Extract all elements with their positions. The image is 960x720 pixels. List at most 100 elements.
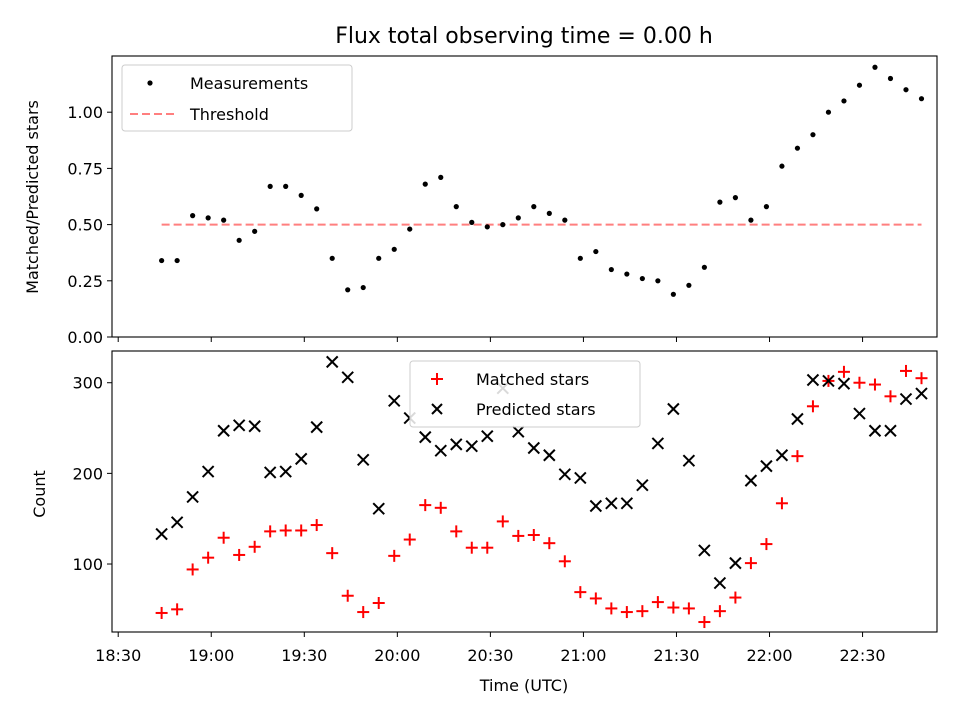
matched-stars-point xyxy=(589,592,602,605)
measurement-point xyxy=(205,215,211,221)
x-tick-label: 19:00 xyxy=(188,646,234,665)
predicted-stars-point xyxy=(868,424,882,437)
matched-stars-point xyxy=(853,376,866,389)
matched-stars-point xyxy=(729,591,742,604)
predicted-stars-point xyxy=(853,407,866,420)
measurement-point xyxy=(329,255,335,261)
matched-stars-point xyxy=(264,525,277,538)
matched-stars-point xyxy=(558,555,571,568)
measurement-point xyxy=(453,204,459,210)
predicted-stars-point xyxy=(434,444,447,457)
matched-stars-point xyxy=(295,524,308,537)
legend-plus-marker xyxy=(431,373,443,385)
measurement-point xyxy=(422,181,428,187)
chart-title: Flux total observing time = 0.00 h xyxy=(335,24,713,49)
matched-stars-point xyxy=(465,541,478,554)
predicted-stars-point xyxy=(341,371,354,384)
x-tick-label: 22:00 xyxy=(746,646,792,665)
matched-stars-point xyxy=(760,538,773,551)
matched-stars-point xyxy=(388,549,401,562)
measurement-point xyxy=(562,217,568,223)
ratio-plot-legend: Measurements Threshold xyxy=(121,64,353,132)
measurement-point xyxy=(515,215,521,221)
measurement-point xyxy=(794,145,801,151)
counts-plot-legend: Matched stars Predicted stars xyxy=(409,360,641,428)
matched-stars-point xyxy=(605,602,618,615)
matched-stars-point xyxy=(341,589,354,602)
predicted-stars-point xyxy=(310,420,323,434)
y-tick-label: 100 xyxy=(72,555,103,574)
measurement-point xyxy=(918,96,925,102)
measurement-point xyxy=(810,132,816,138)
counts-plot-y-label: Count xyxy=(30,470,49,518)
matched-stars-point xyxy=(543,537,556,550)
predicted-stars-point xyxy=(527,441,541,455)
x-tick-label: 21:00 xyxy=(560,646,606,665)
measurement-point xyxy=(887,75,894,82)
x-tick-label: 20:30 xyxy=(467,646,513,665)
predicted-stars-point xyxy=(915,387,928,400)
predicted-stars-point xyxy=(512,425,525,438)
measurement-point xyxy=(655,278,661,284)
predicted-stars-point xyxy=(589,499,603,513)
counts-plot-y-ticks: 100 200 300 xyxy=(72,374,112,574)
predicted-stars-point xyxy=(667,402,680,416)
matched-stars-point xyxy=(884,390,897,403)
matched-stars-point xyxy=(636,605,649,618)
predicted-stars-point xyxy=(574,471,587,485)
measurement-point xyxy=(283,183,289,189)
measurement-point xyxy=(546,210,552,216)
measurement-point xyxy=(903,87,909,93)
predicted-stars-point xyxy=(899,392,913,406)
matched-stars-point xyxy=(915,372,928,385)
measurement-point xyxy=(159,257,165,264)
matched-stars-point xyxy=(713,605,726,618)
predicted-stars-point xyxy=(155,527,168,541)
measurement-point xyxy=(190,213,196,219)
ratio-plot-x-ticks xyxy=(117,337,864,342)
predicted-stars-point xyxy=(325,355,339,369)
measurement-point xyxy=(779,163,785,169)
ratio-plot: 0.00 0.25 0.50 0.75 1.00 Matched/Predicted s… xyxy=(23,55,938,347)
ratio-plot-y-ticks: 0.00 0.25 0.50 0.75 1.00 xyxy=(67,103,112,347)
y-tick-label: 1.00 xyxy=(67,103,103,122)
y-tick-label: 0.25 xyxy=(67,272,103,291)
legend-label-threshold: Threshold xyxy=(189,105,269,124)
predicted-stars-point xyxy=(217,424,230,437)
matched-stars-point xyxy=(651,596,664,609)
counts-plot: 100 200 300 18:30 19:00 19:30 20:00 20:30 21:00… xyxy=(30,350,938,695)
measurement-point xyxy=(236,237,242,243)
predicted-stars-point xyxy=(605,497,618,510)
measurement-point xyxy=(856,82,863,88)
y-tick-label: 0.00 xyxy=(67,328,103,347)
y-tick-label: 0.75 xyxy=(67,159,103,178)
measurement-point xyxy=(438,174,444,180)
measurement-point xyxy=(748,217,754,223)
matched-stars-point xyxy=(868,378,881,391)
matched-stars-point xyxy=(372,596,385,609)
predicted-stars-point xyxy=(775,449,789,462)
legend-label-matched-stars: Matched stars xyxy=(476,370,589,389)
matched-stars-point xyxy=(171,603,184,616)
x-tick-label: 21:30 xyxy=(653,646,699,665)
predicted-stars-point xyxy=(651,437,665,450)
predicted-stars-point xyxy=(232,419,246,432)
measurement-point xyxy=(608,266,614,273)
measurement-point xyxy=(174,257,180,264)
measurement-point xyxy=(639,275,645,282)
matched-stars-point xyxy=(202,551,215,564)
matched-stars-point xyxy=(279,524,292,537)
matched-stars-point xyxy=(326,547,339,560)
matched-stars-point xyxy=(806,400,819,413)
predicted-stars-point xyxy=(698,544,711,557)
predicted-stars-point xyxy=(822,374,835,388)
ratio-plot-y-label: Matched/Predicted stars xyxy=(23,100,42,294)
measurement-point xyxy=(624,271,630,277)
ratio-plot-data xyxy=(159,64,925,297)
counts-plot-frame xyxy=(111,350,938,633)
measurement-point xyxy=(252,228,258,234)
predicted-stars-point xyxy=(744,474,758,487)
matched-stars-point xyxy=(698,616,711,629)
matched-stars-point xyxy=(481,541,494,554)
matched-stars-point xyxy=(744,557,757,570)
